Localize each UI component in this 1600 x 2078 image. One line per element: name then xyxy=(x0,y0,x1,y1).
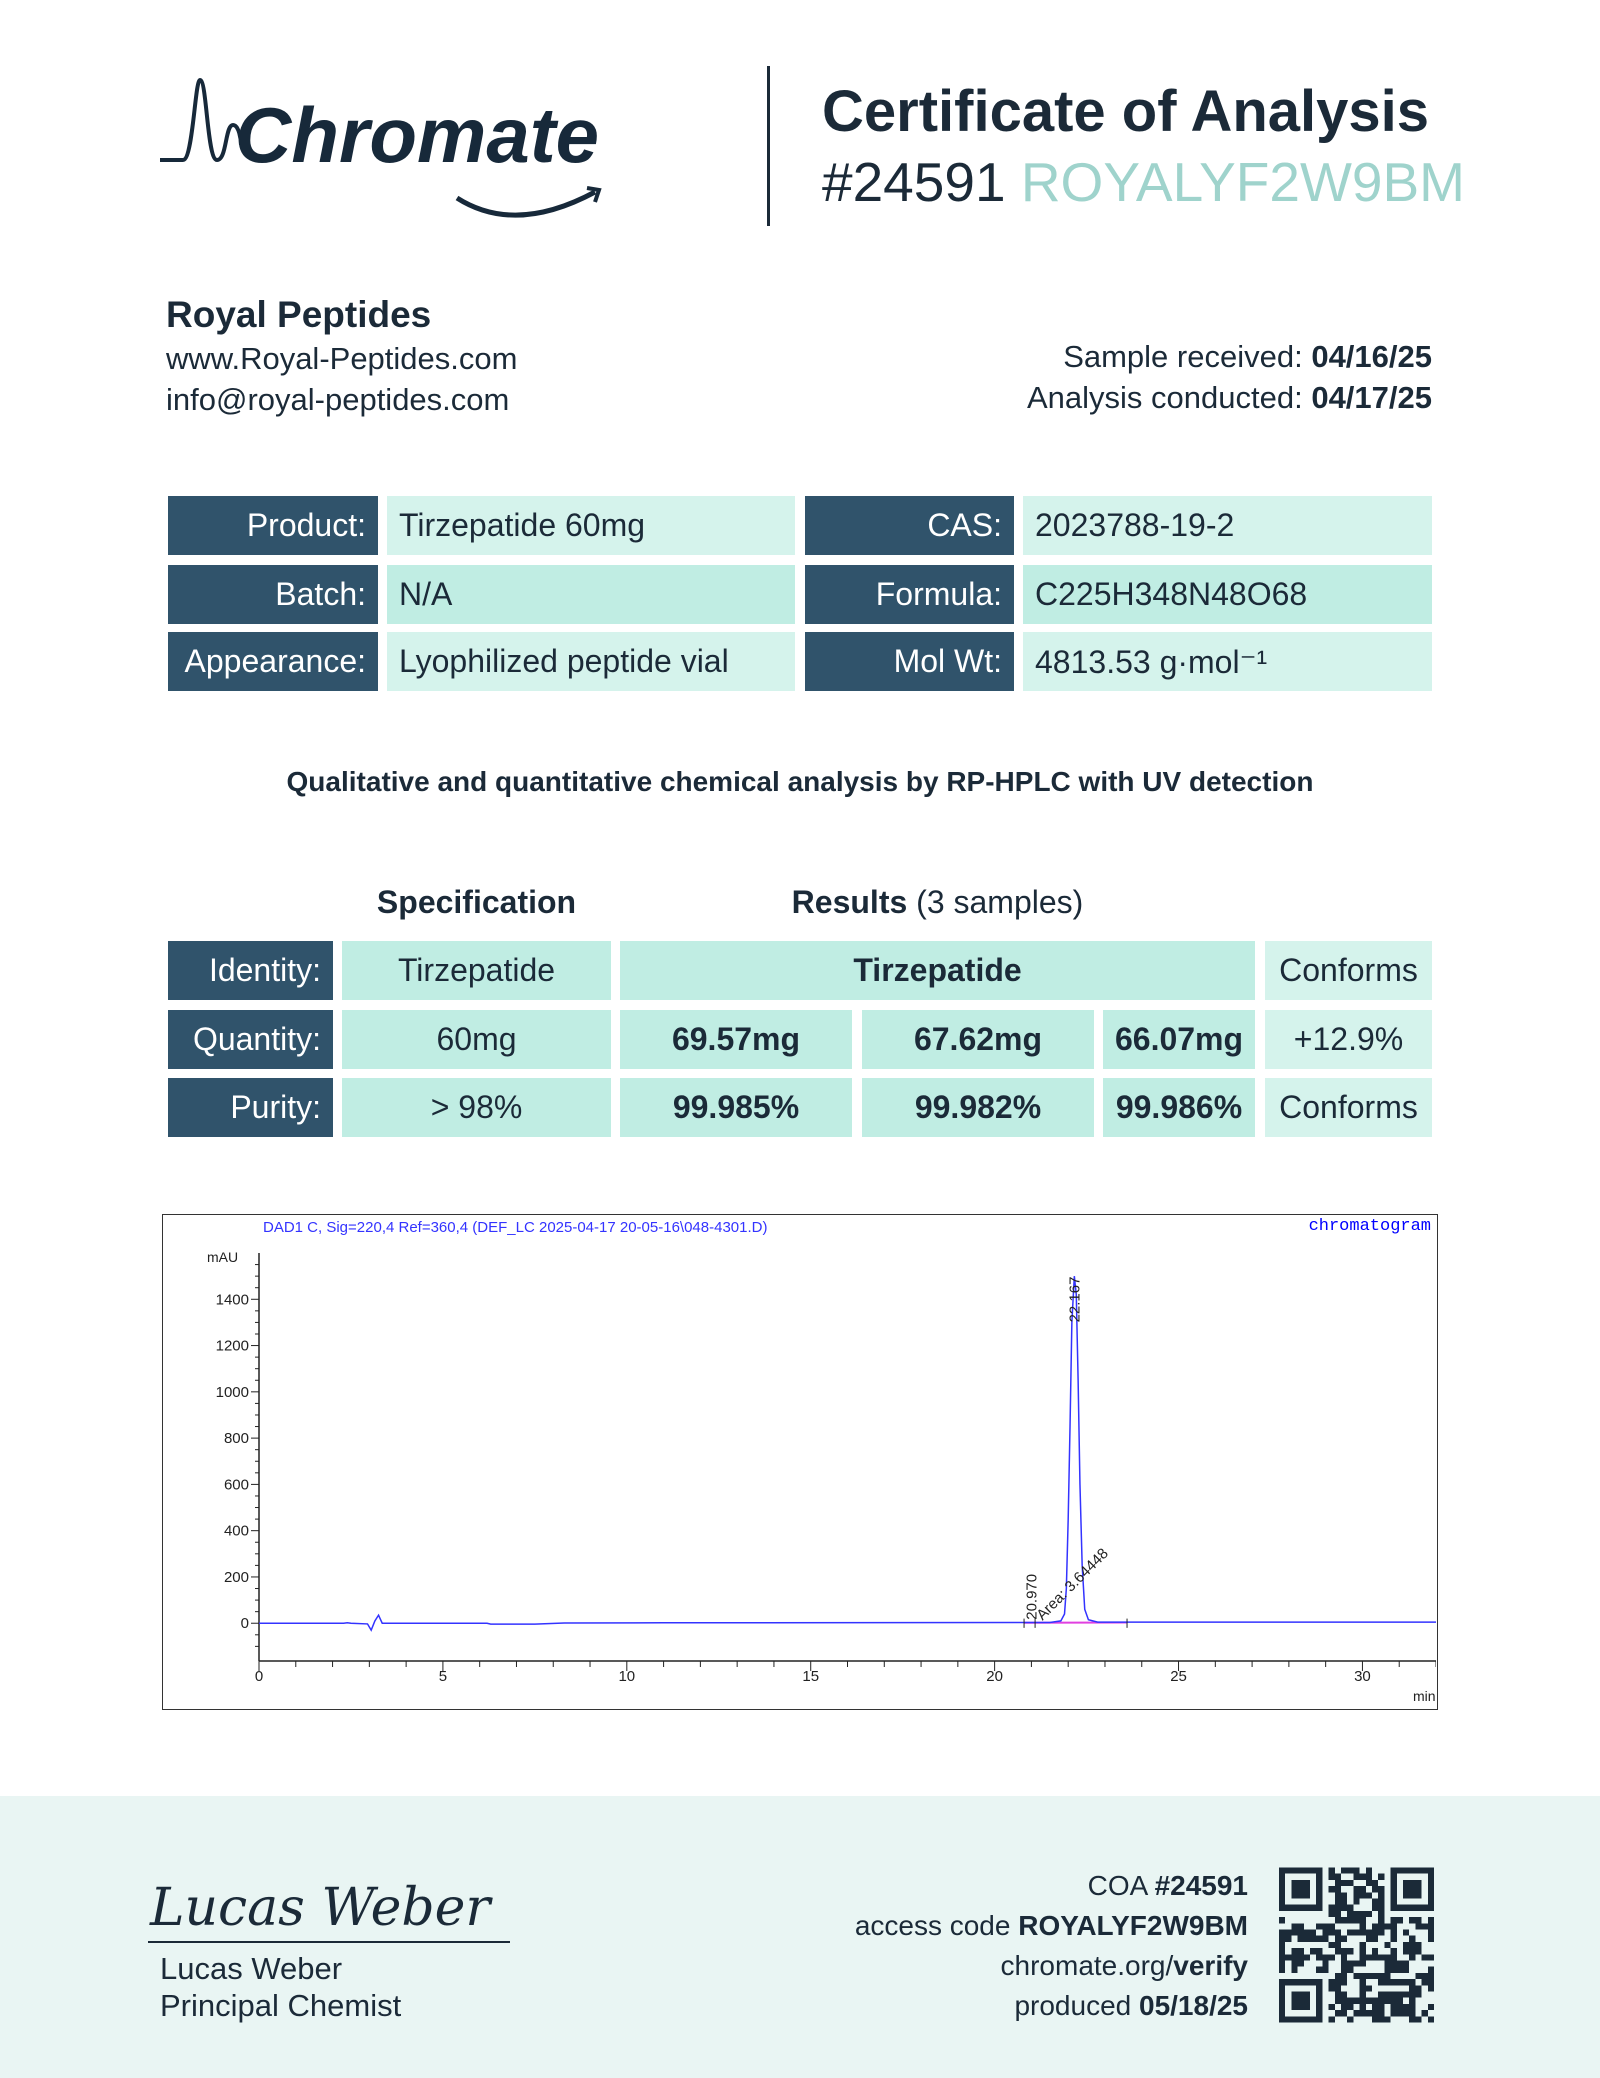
samples-note: (3 samples) xyxy=(916,884,1084,920)
product-value: Tirzepatide 60mg xyxy=(387,496,795,555)
signature-image: Lucas Weber xyxy=(148,1878,510,1943)
y-tick-label: 400 xyxy=(224,1523,249,1540)
client-name: Royal Peptides xyxy=(166,294,432,335)
x-tick-label: 0 xyxy=(255,1668,263,1685)
y-tick-label: 800 xyxy=(224,1430,249,1447)
signatory: Lucas Weber Principal Chemist xyxy=(160,1950,401,2024)
purity-spec: > 98% xyxy=(342,1078,611,1137)
batch-label: Batch: xyxy=(168,565,378,624)
chart-title: DAD1 C, Sig=220,4 Ref=360,4 (DEF_LC 2025… xyxy=(263,1219,767,1236)
appearance-label: Appearance: xyxy=(168,632,378,691)
y-tick-label: 1200 xyxy=(216,1338,249,1355)
produced-date: 05/18/25 xyxy=(1139,1990,1248,2021)
document-title: Certificate of Analysis xyxy=(822,79,1430,144)
received-label: Sample received: xyxy=(1063,339,1303,374)
results-header: Results (3 samples) xyxy=(620,884,1255,921)
purity-sample-1: 99.985% xyxy=(620,1078,852,1137)
quantity-sample-1: 69.57mg xyxy=(620,1010,852,1069)
molwt-label: Mol Wt: xyxy=(805,632,1014,691)
purity-sample-2: 99.982% xyxy=(862,1078,1094,1137)
x-tick-label: 15 xyxy=(802,1668,819,1685)
chromatogram-trace xyxy=(259,1276,1436,1632)
y-tick-label: 1000 xyxy=(216,1384,249,1401)
access-code: ROYALYF2W9BM xyxy=(1020,151,1465,213)
purity-sample-3: 99.986% xyxy=(1103,1078,1255,1137)
dates: Sample received: 04/16/25 Analysis condu… xyxy=(1027,336,1432,418)
x-tick-label: 25 xyxy=(1170,1668,1187,1685)
batch-value: N/A xyxy=(387,565,795,624)
y-tick-label: 200 xyxy=(224,1569,249,1586)
produced-label: produced xyxy=(1014,1990,1132,2021)
quantity-spec: 60mg xyxy=(342,1010,611,1069)
method-description: Qualitative and quantitative chemical an… xyxy=(286,766,1314,797)
y-axis-label: mAU xyxy=(207,1249,238,1265)
cas-value: 2023788-19-2 xyxy=(1023,496,1432,555)
area-label: Area: 3.64448 xyxy=(1033,1545,1112,1624)
header-divider xyxy=(767,66,770,226)
formula-label: Formula: xyxy=(805,565,1014,624)
chromate-logo: Chromate xyxy=(160,77,602,218)
client-info: Royal Peptides www.Royal-Peptides.com in… xyxy=(166,292,517,420)
molwt-value: 4813.53 g·mol⁻¹ xyxy=(1023,632,1432,691)
peak-label-22167: 22.167 xyxy=(1066,1277,1083,1323)
quantity-sample-3: 66.07mg xyxy=(1103,1010,1255,1069)
x-axis-label: min xyxy=(1413,1688,1436,1704)
verification-info: COA #24591 access code ROYALYF2W9BM chro… xyxy=(855,1866,1248,2026)
appearance-value: Lyophilized peptide vial xyxy=(387,632,795,691)
verify-path: verify xyxy=(1173,1950,1248,1981)
coa-number: #24591 xyxy=(822,151,1006,213)
verify-domain: chromate.org/ xyxy=(1000,1950,1174,1981)
conducted-label: Analysis conducted: xyxy=(1026,380,1303,415)
purity-verdict: Conforms xyxy=(1265,1078,1432,1137)
quantity-label: Quantity: xyxy=(168,1010,333,1069)
qr-code[interactable] xyxy=(1279,1866,1434,2024)
footer-coa-number: #24591 xyxy=(1154,1870,1248,1901)
chromatogram-svg: DAD1 C, Sig=220,4 Ref=360,4 (DEF_LC 2025… xyxy=(207,1217,1437,1704)
signatory-title: Principal Chemist xyxy=(160,1988,402,2023)
signatory-name: Lucas Weber xyxy=(160,1951,343,1986)
x-tick-label: 5 xyxy=(439,1668,447,1685)
identity-label: Identity: xyxy=(168,941,333,1000)
quantity-sample-2: 67.62mg xyxy=(862,1010,1094,1069)
client-website: www.Royal-Peptides.com xyxy=(166,341,518,376)
coa-label: COA xyxy=(1087,1870,1147,1901)
y-tick-label: 1400 xyxy=(216,1291,249,1308)
footer xyxy=(0,1796,1600,2078)
identity-spec: Tirzepatide xyxy=(342,941,611,1000)
received-date: 04/16/25 xyxy=(1311,339,1432,374)
footer-access-code: ROYALYF2W9BM xyxy=(1018,1910,1248,1941)
x-tick-label: 20 xyxy=(986,1668,1003,1685)
x-tick-label: 10 xyxy=(618,1668,635,1685)
conducted-date: 04/17/25 xyxy=(1311,380,1432,415)
chromatogram-chart: DAD1 C, Sig=220,4 Ref=360,4 (DEF_LC 2025… xyxy=(162,1214,1438,1710)
formula-value: C225H348N48O68 xyxy=(1023,565,1432,624)
results-header-label: Results xyxy=(791,884,908,920)
access-label: access code xyxy=(854,1910,1011,1941)
verify-link[interactable]: chromate.org/verify xyxy=(855,1946,1248,1986)
product-label: Product: xyxy=(168,496,378,555)
certificate-id: #24591 ROYALYF2W9BM xyxy=(822,150,1465,214)
cas-label: CAS: xyxy=(805,496,1014,555)
y-tick-label: 600 xyxy=(224,1476,249,1493)
y-tick-label: 0 xyxy=(241,1615,249,1632)
identity-verdict: Conforms xyxy=(1265,941,1432,1000)
identity-result: Tirzepatide xyxy=(620,941,1255,1000)
chart-legend: chromatogram xyxy=(1309,1217,1431,1236)
peak-label-20970: 20.970 xyxy=(1023,1574,1040,1620)
x-tick-label: 30 xyxy=(1354,1668,1371,1685)
svg-text:Lucas Weber: Lucas Weber xyxy=(149,1878,493,1938)
quantity-verdict: +12.9% xyxy=(1265,1010,1432,1069)
logo-text: Chromate xyxy=(235,91,599,179)
spec-header: Specification xyxy=(376,884,577,920)
client-email: info@royal-peptides.com xyxy=(166,382,510,417)
purity-label: Purity: xyxy=(168,1078,333,1137)
